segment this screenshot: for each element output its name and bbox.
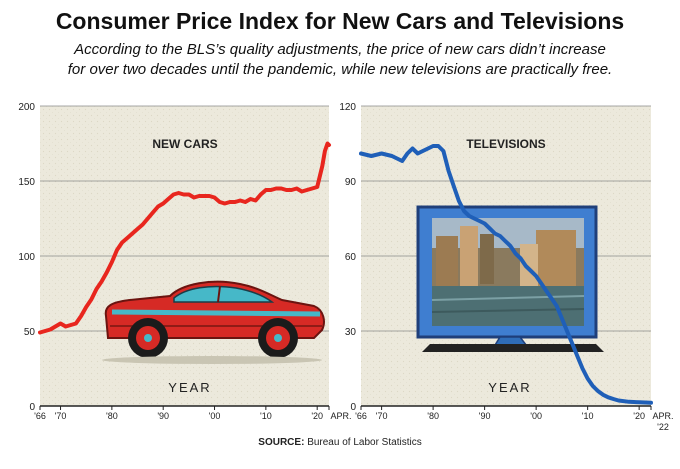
televisions-x-tick-label: '90 — [479, 411, 491, 421]
televisions-x-tick-label: '66 — [355, 411, 367, 421]
new-cars-x-tick-label: '80 — [106, 411, 118, 421]
subtitle-line-1: According to the BLS’s quality adjustmen… — [74, 41, 606, 58]
televisions-panel-label: TELEVISIONS — [466, 137, 545, 151]
new-cars-y-tick-label: 50 — [24, 327, 36, 338]
televisions-x-tick-label: '00 — [530, 411, 542, 421]
new-cars-series-line — [38, 141, 331, 335]
televisions-x-tick-label: '70 — [376, 411, 388, 421]
televisions-year-label: YEAR — [488, 380, 531, 395]
source-label: SOURCE: — [258, 437, 305, 448]
new-cars-y-tick-label: 0 — [29, 402, 35, 413]
new-cars-year-label: YEAR — [168, 380, 211, 395]
vintage-car-illustration-icon — [102, 280, 325, 364]
televisions-y-tick-label: 120 — [339, 102, 356, 113]
chart-subtitle: According to the BLS’s quality adjustmen… — [10, 40, 670, 80]
chart-title: Consumer Price Index for New Cars and Te… — [55, 8, 625, 34]
televisions-y-tick-label: 30 — [345, 327, 357, 338]
new-cars-panel: 0 50 100 150 200 '66 '70 '80 '90 '00 '10 '20 APR. Y… — [18, 102, 351, 421]
new-cars-x-tick-label: '70 — [55, 411, 67, 421]
new-cars-x-tick-label: APR. — [330, 411, 351, 421]
televisions-y-tick-label: 0 — [350, 402, 356, 413]
televisions-y-tick-label: 90 — [345, 177, 357, 188]
televisions-y-tick-label: 60 — [345, 252, 357, 263]
new-cars-x-tick-label: '90 — [157, 411, 169, 421]
new-cars-y-tick-label: 100 — [18, 252, 35, 263]
source-note: SOURCE: Bureau of Labor Statistics — [0, 437, 680, 448]
televisions-x-tick-sub-label: '22 — [657, 422, 669, 432]
new-cars-x-tick-labels: '66 '70 '80 '90 '00 '10 '20 APR. — [34, 406, 352, 421]
new-cars-panel-label: NEW CARS — [152, 137, 217, 151]
televisions-series-line — [359, 144, 653, 405]
new-cars-y-tick-label: 200 — [18, 102, 35, 113]
televisions-x-tick-label: '20 — [633, 411, 645, 421]
televisions-x-tick-label: APR. — [652, 411, 673, 421]
televisions-y-tick-labels: 0 30 60 90 120 — [339, 102, 356, 413]
flat-screen-tv-illustration-icon — [416, 205, 604, 352]
subtitle-line-2: for over two decades until the pandemic,… — [67, 61, 613, 78]
source-text: Bureau of Labor Statistics — [307, 437, 422, 448]
new-cars-y-tick-label: 150 — [18, 177, 35, 188]
new-cars-y-tick-labels: 0 50 100 150 200 — [18, 102, 35, 413]
televisions-x-tick-labels: '66 '70 '80 '90 '00 '10 '20 APR.'22 — [355, 406, 674, 432]
televisions-x-tick-label: '80 — [427, 411, 439, 421]
new-cars-x-tick-label: '20 — [311, 411, 323, 421]
new-cars-x-tick-label: '00 — [209, 411, 221, 421]
new-cars-x-tick-label: '10 — [260, 411, 272, 421]
televisions-x-tick-label: '10 — [582, 411, 594, 421]
new-cars-x-tick-label: '66 — [34, 411, 46, 421]
